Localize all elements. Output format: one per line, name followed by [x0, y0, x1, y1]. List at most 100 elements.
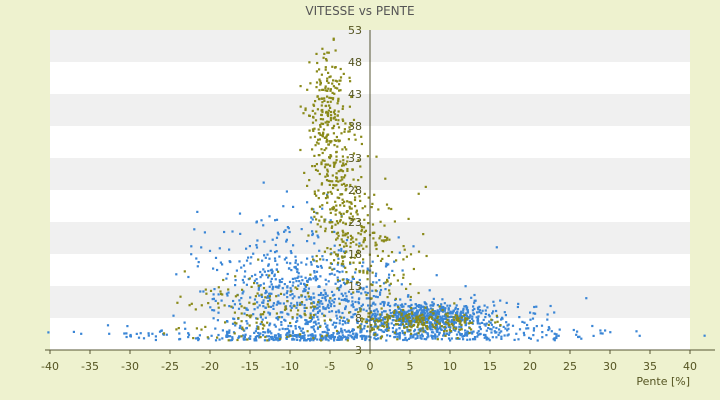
data-point: [490, 318, 493, 321]
data-point: [401, 321, 404, 324]
data-point: [327, 328, 330, 331]
data-point: [386, 320, 389, 324]
data-point: [429, 324, 432, 327]
data-point: [80, 332, 83, 335]
data-point: [464, 329, 467, 332]
data-point: [415, 320, 418, 323]
data-point: [333, 116, 336, 119]
data-point: [472, 305, 475, 308]
data-point: [401, 317, 404, 320]
data-point: [324, 293, 327, 296]
data-point: [195, 257, 198, 260]
data-point: [455, 326, 458, 329]
data-point: [270, 277, 273, 280]
data-point: [317, 128, 320, 131]
data-point: [373, 337, 376, 340]
data-point: [72, 330, 75, 333]
data-point: [326, 120, 329, 123]
data-point: [316, 311, 319, 314]
data-point: [518, 316, 521, 319]
data-point: [348, 126, 351, 129]
data-point: [354, 189, 357, 192]
data-point: [329, 110, 333, 114]
data-point: [329, 141, 332, 144]
data-point: [329, 190, 332, 193]
data-point: [432, 313, 435, 317]
data-point: [326, 95, 329, 98]
data-point: [397, 306, 400, 309]
data-point: [522, 331, 525, 334]
data-point: [286, 327, 289, 330]
data-point: [388, 315, 391, 318]
x-tick-label: 10: [443, 360, 457, 373]
data-point: [296, 270, 299, 273]
data-point: [241, 288, 244, 291]
data-point: [469, 321, 472, 324]
data-point: [379, 337, 382, 340]
data-point: [253, 279, 256, 282]
data-point: [305, 298, 308, 301]
data-point: [275, 303, 278, 306]
data-point: [498, 331, 501, 334]
data-point: [285, 292, 288, 295]
data-point: [315, 260, 318, 263]
data-point: [293, 266, 296, 269]
data-point: [343, 329, 346, 332]
data-point: [357, 249, 360, 252]
data-point: [445, 316, 448, 319]
data-point: [326, 173, 329, 176]
data-point: [337, 126, 341, 129]
data-point: [359, 327, 362, 330]
data-point: [238, 299, 241, 302]
data-point: [289, 290, 292, 293]
data-point: [323, 220, 326, 223]
data-point: [455, 333, 459, 336]
data-point: [278, 316, 281, 319]
data-point: [312, 328, 316, 331]
data-point: [243, 312, 246, 315]
data-point: [332, 124, 336, 127]
data-point: [460, 326, 463, 329]
data-point: [332, 183, 335, 187]
data-point: [278, 335, 281, 338]
data-point: [263, 339, 266, 342]
data-point: [453, 321, 456, 324]
data-point: [456, 308, 460, 311]
data-point: [546, 318, 549, 321]
data-point: [318, 219, 321, 222]
data-point: [267, 331, 270, 334]
data-point: [387, 207, 390, 210]
data-point: [228, 260, 231, 263]
data-point: [442, 321, 445, 324]
data-point: [410, 307, 413, 310]
data-point: [391, 269, 394, 272]
data-point: [377, 337, 380, 340]
data-point: [257, 331, 260, 335]
data-point: [333, 144, 336, 147]
data-point: [407, 217, 410, 220]
data-point: [495, 331, 498, 334]
data-point: [303, 312, 306, 315]
data-point: [575, 333, 578, 336]
data-point: [354, 196, 357, 199]
data-point: [344, 292, 347, 295]
data-point: [299, 282, 303, 285]
data-point: [249, 335, 252, 338]
data-point: [370, 310, 373, 313]
data-point: [500, 335, 503, 338]
data-point: [463, 319, 467, 322]
data-point: [329, 117, 332, 120]
data-point: [406, 317, 409, 320]
data-point: [495, 336, 498, 339]
data-point: [456, 318, 459, 322]
data-point: [449, 326, 452, 329]
data-point: [367, 222, 370, 225]
data-point: [208, 249, 212, 252]
data-point: [338, 311, 341, 314]
data-point: [379, 302, 382, 305]
data-point: [492, 326, 495, 329]
data-point: [286, 335, 289, 338]
data-point: [126, 325, 129, 328]
data-point: [311, 333, 314, 336]
data-point: [398, 333, 401, 337]
